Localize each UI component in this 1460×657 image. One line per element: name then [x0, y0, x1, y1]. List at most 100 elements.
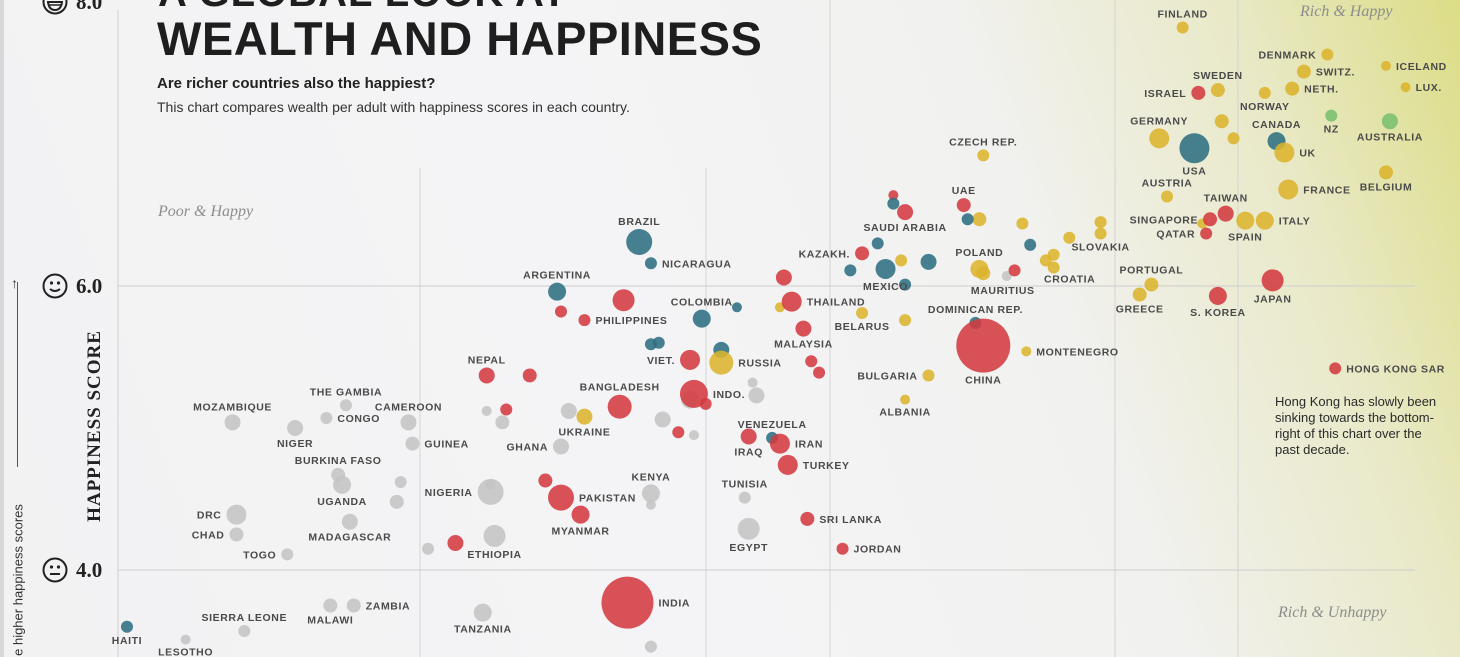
data-point-asia — [1008, 264, 1021, 277]
data-point-americas — [887, 197, 900, 210]
data-point-asia — [554, 305, 568, 318]
data-point-americas — [1024, 238, 1037, 251]
data-point-asia — [1191, 85, 1206, 100]
data-label: GREECE — [1116, 304, 1164, 316]
data-point-asia — [956, 318, 1011, 373]
data-label: NIGERIA — [425, 487, 473, 499]
data-label: MEXICO — [863, 281, 908, 293]
data-point-africa — [477, 478, 504, 505]
data-label: TUNISIA — [722, 479, 768, 491]
data-point-africa — [180, 634, 191, 645]
data-label: SAUDI ARABIA — [863, 222, 946, 234]
data-point-africa — [389, 494, 404, 509]
data-label: DENMARK — [1258, 50, 1316, 62]
data-label: MONTENEGRO — [1036, 346, 1118, 358]
data-point-europe — [972, 212, 987, 227]
data-point-africa — [333, 475, 352, 494]
data-point-africa — [238, 625, 251, 638]
data-point-americas — [120, 620, 134, 633]
data-point-africa — [748, 387, 765, 404]
data-point-asia — [699, 397, 712, 410]
data-label: S. KOREA — [1190, 307, 1246, 319]
y-tick-4: 4.0 — [42, 557, 102, 583]
data-label: GUINEA — [424, 439, 468, 451]
data-point-asia — [1208, 286, 1227, 305]
data-label: DRC — [197, 510, 222, 522]
data-point-europe — [977, 149, 990, 162]
data-label: TANZANIA — [454, 624, 512, 636]
data-point-europe — [1094, 216, 1107, 229]
data-label: ISRAEL — [1144, 88, 1186, 100]
data-point-africa — [560, 402, 577, 419]
data-point-africa — [481, 405, 492, 416]
data-point-asia — [1203, 212, 1218, 227]
data-point-europe — [1381, 60, 1392, 71]
data-point-africa — [485, 479, 496, 490]
data-label: QATAR — [1156, 228, 1195, 240]
data-point-africa — [747, 377, 758, 388]
data-label: SLOVAKIA — [1071, 241, 1129, 253]
data-point-asia — [800, 511, 815, 526]
data-label: KAZAKH. — [799, 248, 850, 260]
data-point-africa — [224, 414, 241, 431]
data-point-africa — [654, 411, 671, 428]
data-label: NICARAGUA — [662, 258, 732, 270]
smiling-face-icon — [42, 273, 68, 299]
data-label: MALAYSIA — [774, 339, 833, 351]
data-point-asia — [888, 190, 899, 201]
data-label: CZECH REP. — [949, 136, 1017, 148]
data-point-asia — [548, 484, 574, 511]
data-point-africa — [483, 524, 506, 547]
data-label: NORWAY — [1240, 101, 1290, 113]
data-point-americas — [1179, 133, 1210, 164]
data-point-europe — [1149, 128, 1170, 149]
data-point-europe — [895, 254, 908, 267]
data-label: IRAN — [795, 439, 823, 451]
gridlines — [117, 0, 1415, 657]
data-point-asia — [855, 246, 870, 261]
data-label: RUSSIA — [738, 358, 781, 370]
data-point-asia — [956, 198, 971, 213]
data-label: MALAWI — [307, 614, 353, 626]
chart-title: WEALTH AND HAPPINESS — [157, 12, 763, 65]
data-point-africa — [405, 436, 420, 451]
data-point-americas — [961, 213, 974, 226]
quadrant-label-rich-happy: Rich & Happy — [1300, 3, 1393, 20]
data-point-asia — [1329, 362, 1342, 375]
data-label: FRANCE — [1303, 184, 1350, 196]
data-label: UKRAINE — [558, 427, 610, 439]
data-point-africa — [323, 598, 338, 613]
data-point-europe — [576, 408, 593, 425]
data-point-asia — [777, 454, 798, 475]
data-point-africa — [641, 484, 660, 503]
data-point-europe — [1210, 83, 1225, 98]
data-point-europe — [1278, 179, 1299, 200]
data-point-europe — [1236, 211, 1255, 230]
data-point-americas — [731, 302, 742, 313]
data-point-americas — [548, 282, 567, 301]
data-point-asia — [740, 428, 757, 445]
data-label: CAMEROON — [375, 401, 442, 413]
data-label: NEPAL — [468, 354, 506, 366]
data-point-asia — [1200, 227, 1213, 240]
y-tick-label: 4.0 — [76, 557, 103, 582]
data-label: LUX. — [1416, 82, 1442, 94]
data-point-asia — [601, 576, 654, 629]
data-label: AUSTRIA — [1142, 178, 1193, 190]
data-label: THE GAMBIA — [310, 386, 383, 398]
data-label: HONG KONG SAR — [1346, 363, 1445, 375]
data-label: PAKISTAN — [579, 493, 636, 505]
data-label: SRI LANKA — [819, 514, 882, 526]
data-label: DOMINICAN REP. — [928, 304, 1023, 316]
data-point-americas — [644, 257, 657, 270]
data-point-europe — [1227, 132, 1240, 145]
data-point-asia — [522, 368, 537, 383]
data-point-asia — [795, 320, 812, 337]
data-point-europe — [1255, 211, 1274, 230]
quadrant-label-poor-happy: Poor & Happy — [158, 203, 254, 220]
y-tick-6: 6.0 — [42, 273, 102, 299]
data-label: ICELAND — [1396, 61, 1447, 73]
data-point-oceania — [1381, 113, 1398, 130]
